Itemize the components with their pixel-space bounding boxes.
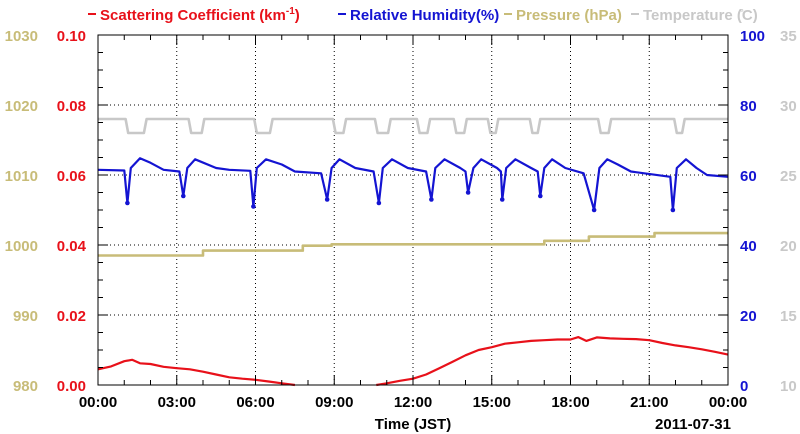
legend-label: Relative Humidity(%)	[350, 7, 499, 24]
temperature-tick-label: 35	[780, 28, 797, 45]
right-axes: 100 80 60 40 20 0 35 30 25 20 15 10	[718, 28, 797, 395]
x-tick-label: 15:00	[473, 394, 511, 411]
temperature-tick-label: 15	[780, 308, 797, 325]
legend-label: Scattering Coefficient (km-1)	[100, 6, 300, 24]
legend-label: Temperature (̊C)	[643, 7, 758, 24]
x-axis-label: Time (JST)	[375, 416, 451, 433]
grid	[98, 35, 728, 385]
humidity-dip-point	[465, 190, 471, 195]
scattering-tick-label: 0.06	[57, 168, 86, 185]
humidity-tick-label: 80	[740, 98, 757, 115]
pressure-tick-label: 1030	[5, 28, 38, 45]
x-axis: 00:00 03:00 06:00 09:00 12:00 15:00 18:00 21:00…	[79, 35, 747, 411]
x-tick-label: 21:00	[630, 394, 668, 411]
scattering-tick-label: 0.00	[57, 378, 86, 395]
humidity-dip-point	[324, 197, 330, 202]
humidity-dip-point	[251, 204, 256, 209]
scattering-tick-label: 0.02	[57, 308, 86, 325]
x-tick-label: 12:00	[394, 394, 432, 411]
left-axes: 1030 1020 1010 1000 990 980 0.10 0.08 0.06 0.04 0.…	[5, 28, 108, 395]
pressure-tick-label: 980	[13, 378, 38, 395]
humidity-dip-point	[125, 200, 130, 206]
scattering-tick-label: 0.04	[57, 238, 87, 255]
pressure-tick-label: 1020	[5, 98, 38, 115]
humidity-tick-label: 40	[740, 238, 757, 255]
humidity-dip-point	[538, 193, 543, 199]
humidity-dip-point	[429, 197, 434, 202]
series-line-pressure	[98, 231, 728, 257]
scattering-tick-label: 0.08	[57, 98, 86, 115]
temperature-tick-label: 25	[780, 168, 797, 185]
date-label: 2011-07-31	[655, 416, 731, 433]
series-layer	[97, 117, 729, 387]
x-tick-label: 09:00	[315, 394, 353, 411]
humidity-dip-point	[376, 200, 382, 206]
humidity-dip-point	[499, 197, 505, 202]
legend: Scattering Coefficient (km-1) Relative Hu…	[88, 6, 758, 24]
humidity-tick-label: 0	[740, 378, 748, 395]
pressure-tick-label: 990	[13, 308, 38, 325]
x-tick-label: 03:00	[158, 394, 196, 411]
x-tick-label: 00:00	[79, 394, 117, 411]
temperature-tick-label: 30	[780, 98, 797, 115]
pressure-tick-label: 1000	[5, 238, 38, 255]
x-tick-label: 06:00	[236, 394, 274, 411]
x-tick-label: 18:00	[551, 394, 589, 411]
temperature-tick-label: 20	[780, 238, 797, 255]
humidity-dip-point	[181, 193, 186, 199]
humidity-tick-label: 20	[740, 308, 757, 325]
humidity-tick-label: 60	[740, 168, 757, 185]
x-tick-label: 00:00	[709, 394, 747, 411]
humidity-tick-label: 100	[740, 28, 765, 45]
series-line-scattering-coefficient	[97, 336, 729, 387]
scattering-tick-label: 0.10	[57, 28, 86, 45]
temperature-tick-label: 10	[780, 378, 797, 395]
pressure-tick-label: 1010	[5, 168, 38, 185]
series-line-temperature	[98, 117, 728, 135]
legend-label: Pressure (hPa)	[516, 7, 622, 24]
humidity-dip-point	[591, 207, 597, 213]
series-line-relative-humidity	[97, 157, 729, 212]
humidity-dip-point	[670, 207, 676, 213]
